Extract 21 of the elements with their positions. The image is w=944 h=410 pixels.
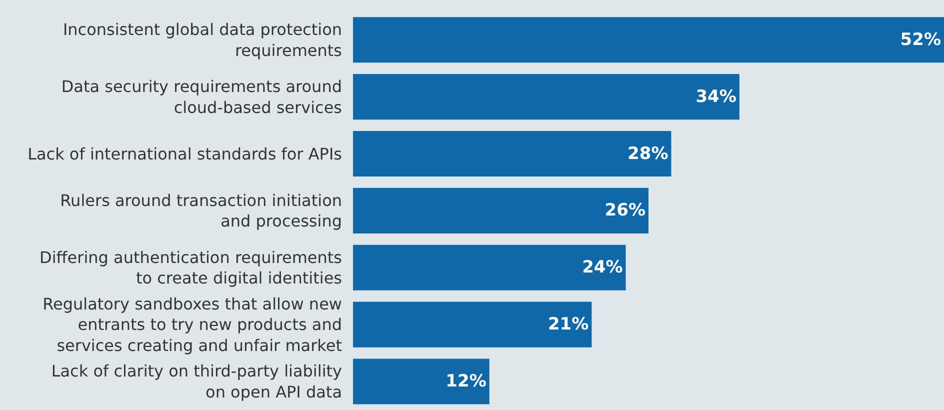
data-label: 21% — [548, 314, 589, 335]
bar — [353, 244, 626, 290]
data-label: 52% — [900, 30, 941, 50]
bar — [353, 17, 944, 63]
y-tick-label: Rulers around transaction initiation and processing — [60, 190, 342, 231]
bar — [353, 302, 592, 348]
y-tick-label: Differing authentication requirements to create digital identities — [40, 248, 342, 288]
data-label: 28% — [628, 144, 668, 164]
data-label: 26% — [604, 200, 646, 221]
bar — [353, 74, 740, 120]
y-tick-label: Lack of international standards for APIs — [28, 144, 342, 164]
y-tick-label: Data security requirements around cloud-based services — [61, 77, 342, 117]
bar — [353, 188, 648, 234]
bar — [353, 130, 672, 177]
data-label: 24% — [582, 258, 623, 278]
y-tick-label: Regulatory sandboxes that allow new entrants to try new products and services creating and unfair market — [42, 294, 342, 355]
bar — [353, 358, 490, 404]
data-label: 34% — [696, 86, 736, 107]
y-tick-label: Lack of clarity on third-party liability on open API data — [51, 362, 342, 402]
data-label: 12% — [446, 372, 486, 392]
y-tick-label: Inconsistent global data protection requirements — [62, 20, 342, 60]
